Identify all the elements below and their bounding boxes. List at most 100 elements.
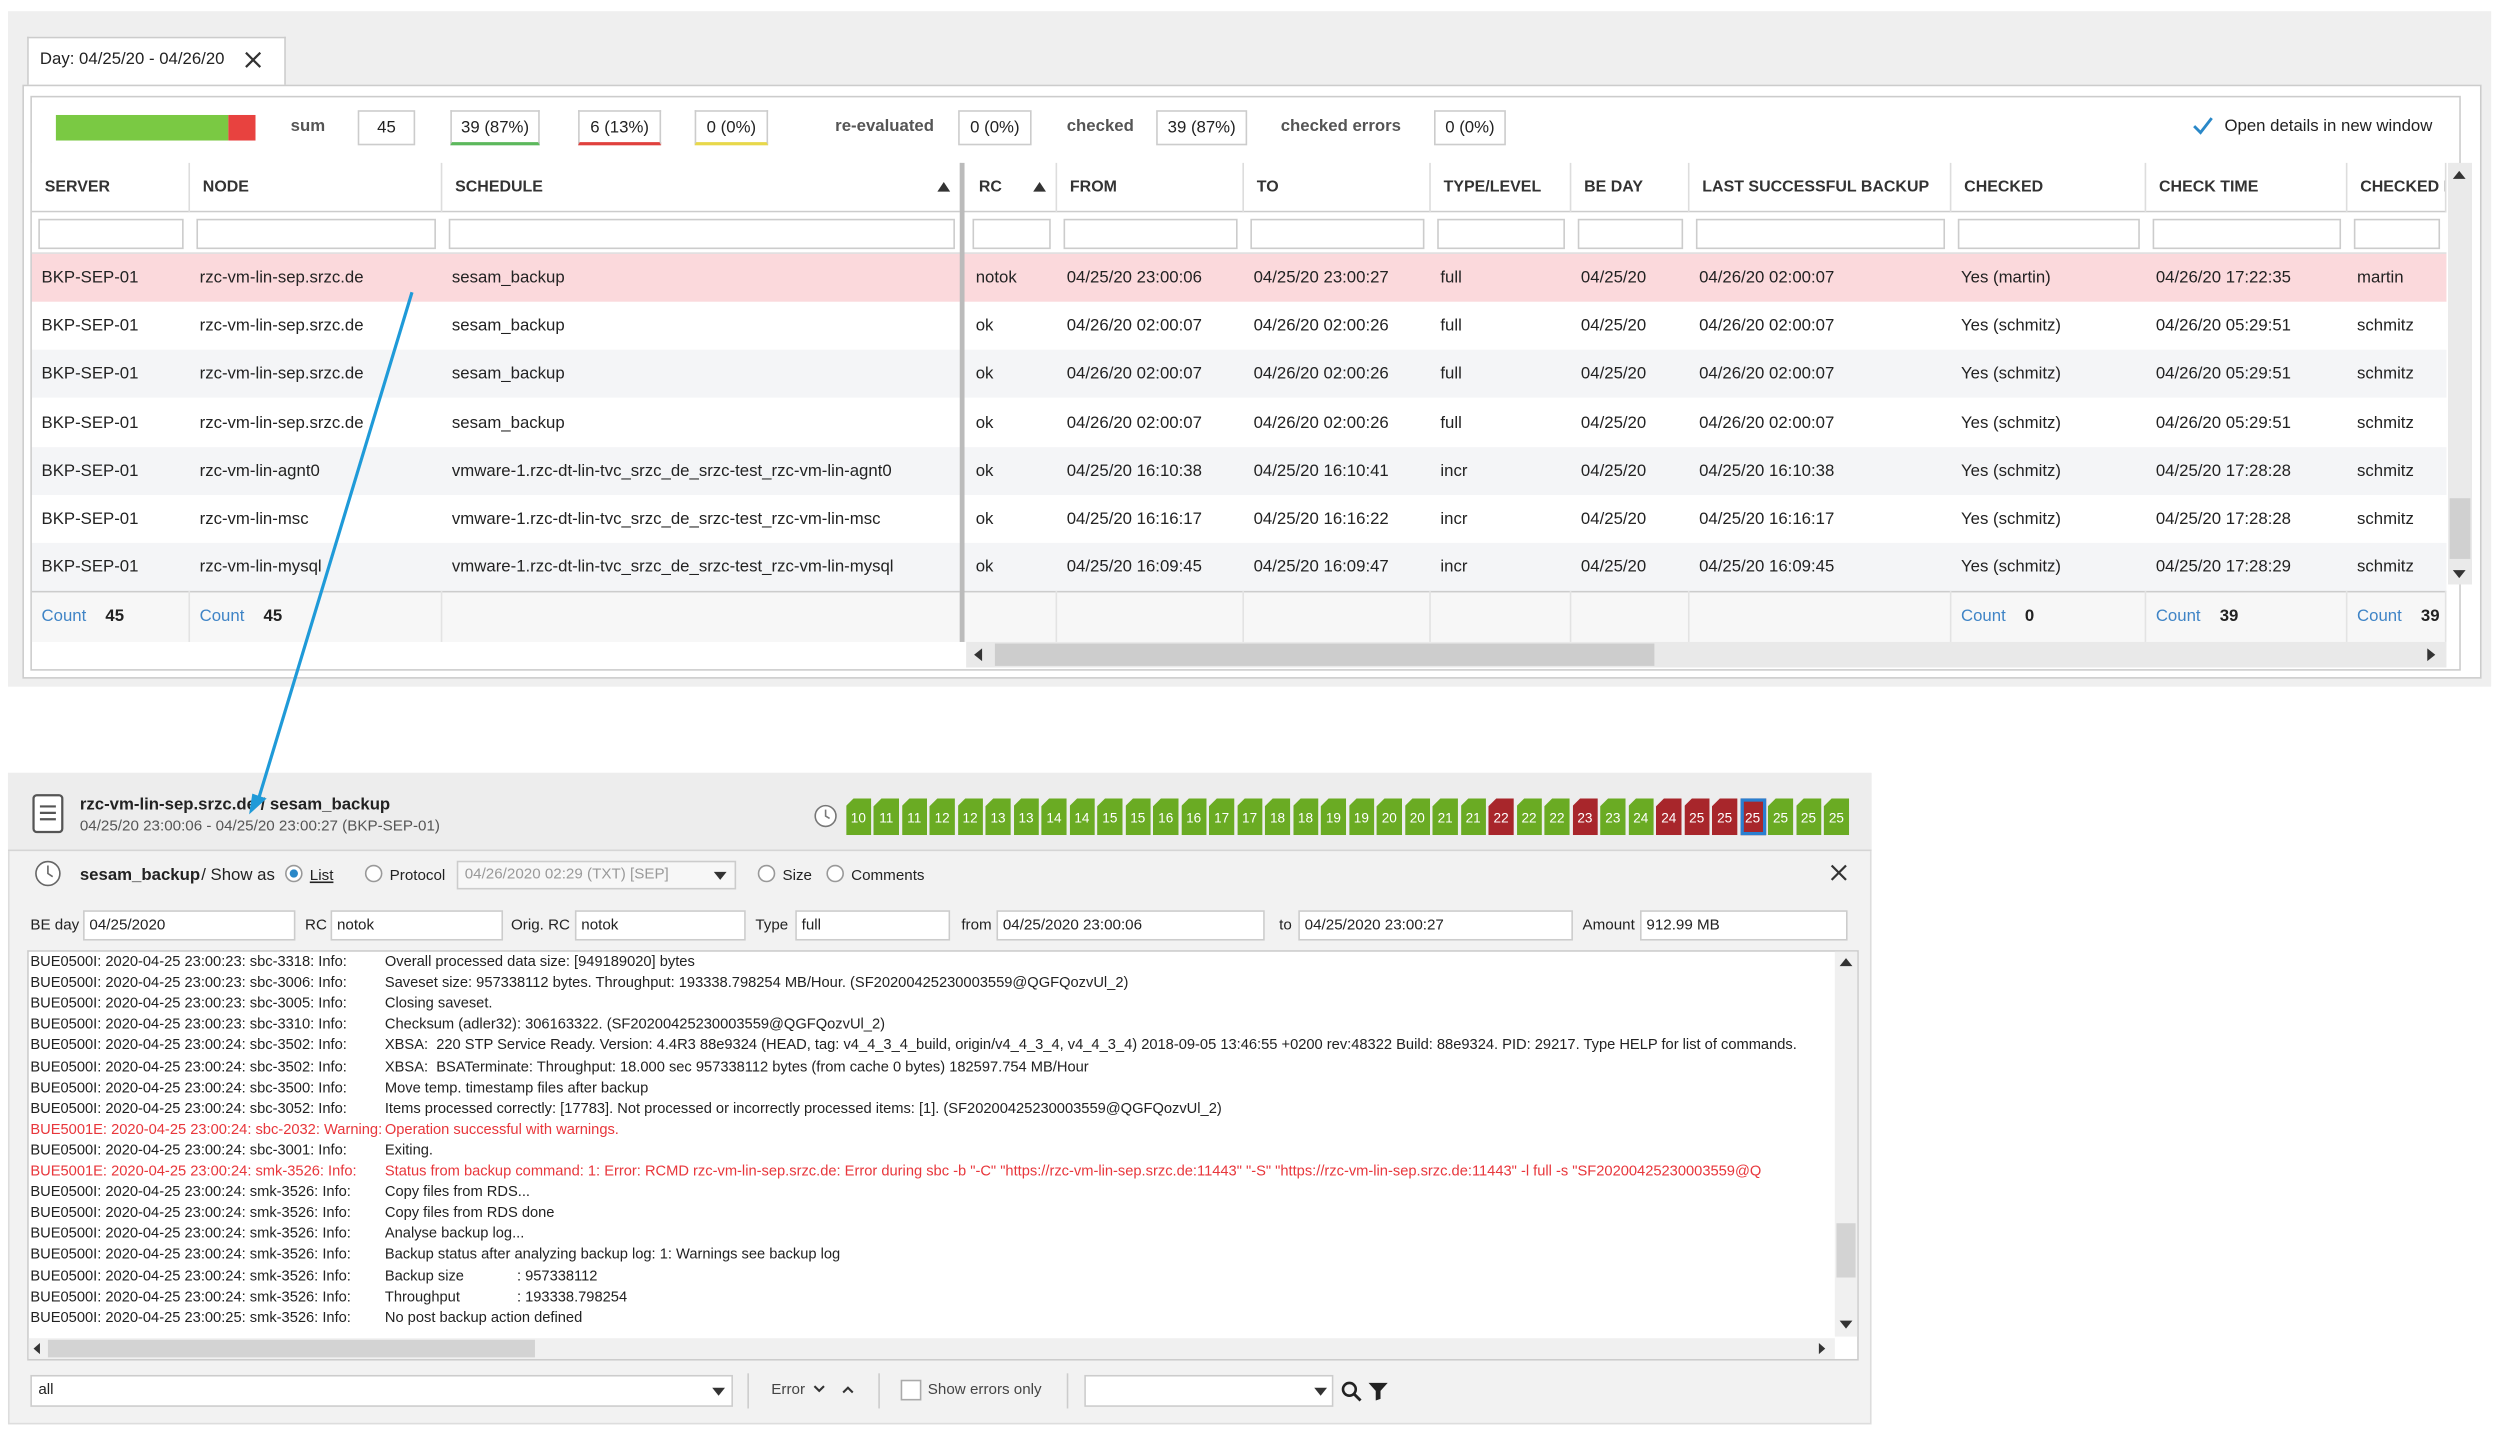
day-button[interactable]: 21 [1460, 798, 1486, 835]
day-button[interactable]: 23 [1600, 798, 1626, 835]
day-button[interactable]: 25 [1824, 798, 1850, 835]
filter-input[interactable] [2153, 219, 2341, 249]
filter-input[interactable] [449, 219, 955, 249]
day-button[interactable]: 13 [1013, 798, 1039, 835]
search-icon-svg [1340, 1380, 1362, 1402]
day-button[interactable]: 19 [1321, 798, 1347, 835]
day-button[interactable]: 19 [1349, 798, 1375, 835]
filter-input[interactable] [196, 219, 436, 249]
log-prefix: BUE0500I: 2020-04-25 23:00:24: smk-3526:… [30, 1183, 351, 1199]
history-icon-svg [813, 803, 839, 829]
column-header[interactable]: CHECK TIME [2146, 163, 2347, 213]
filter-input[interactable] [1064, 219, 1238, 249]
log-message: Status from backup command: 1: Error: RC… [385, 1163, 1761, 1179]
day-button[interactable]: 25 [1684, 798, 1710, 835]
day-button[interactable]: 20 [1404, 798, 1430, 835]
errors-only-checkbox[interactable] [901, 1380, 922, 1401]
day-button[interactable]: 24 [1656, 798, 1682, 835]
view-option-label: Size [782, 867, 812, 885]
column-header[interactable]: CHECKED [1951, 163, 2146, 213]
search-icon[interactable] [1340, 1380, 1362, 1402]
log-scroll-right[interactable] [1814, 1340, 1830, 1358]
day-button[interactable]: 12 [957, 798, 983, 835]
day-button[interactable]: 15 [1097, 798, 1123, 835]
table-cell: 04/25/20 16:16:17 [1057, 495, 1244, 543]
day-button[interactable]: 14 [1069, 798, 1095, 835]
filter-select[interactable]: all [30, 1375, 733, 1407]
column-header[interactable]: CHECKED BY [2347, 163, 2446, 213]
log-scroll-left[interactable] [29, 1340, 45, 1358]
field-label: RC [305, 917, 327, 935]
log-prefix: BUE0500I: 2020-04-25 23:00:24: sbc-3001:… [30, 1142, 346, 1158]
day-button[interactable]: 20 [1377, 798, 1403, 835]
filter-input[interactable] [2354, 219, 2440, 249]
day-button[interactable]: 14 [1041, 798, 1067, 835]
search-select[interactable] [1084, 1375, 1333, 1407]
day-button[interactable]: 18 [1265, 798, 1291, 835]
filter-input[interactable] [1250, 219, 1424, 249]
column-header[interactable]: FROM [1057, 163, 1244, 213]
day-button[interactable]: 17 [1237, 798, 1263, 835]
log-scroll-up[interactable] [1836, 953, 1855, 969]
column-header[interactable]: SCHEDULE [442, 163, 961, 213]
day-button[interactable]: 18 [1293, 798, 1319, 835]
tab-close[interactable] [243, 50, 264, 71]
day-button[interactable]: 25 [1796, 798, 1822, 835]
day-button[interactable]: 22 [1544, 798, 1570, 835]
day-button[interactable]: 25 [1740, 798, 1766, 835]
day-button[interactable]: 11 [901, 798, 927, 835]
view-option-radio[interactable] [757, 864, 776, 883]
day-button[interactable]: 17 [1209, 798, 1235, 835]
protocol-select[interactable]: 04/26/2020 02:29 (TXT) [SEP] [457, 861, 736, 890]
day-button[interactable]: 16 [1181, 798, 1207, 835]
view-option-radio[interactable] [284, 864, 303, 883]
day-button[interactable]: 25 [1768, 798, 1794, 835]
filter-input[interactable] [1578, 219, 1683, 249]
h-scroll-left[interactable] [969, 645, 988, 664]
summary-box: 0 (0%) [1434, 110, 1506, 145]
filter-input[interactable] [1958, 219, 2140, 249]
v-scroll-up[interactable] [2450, 166, 2469, 182]
level-arrows[interactable] [811, 1380, 859, 1399]
column-header[interactable]: TO [1244, 163, 1431, 213]
separator [747, 1373, 749, 1408]
day-button[interactable]: 12 [929, 798, 955, 835]
column-header[interactable]: BE DAY [1571, 163, 1689, 213]
view-option-radio[interactable] [364, 864, 383, 883]
day-button[interactable]: 24 [1628, 798, 1654, 835]
v-scroll-down[interactable] [2450, 565, 2469, 581]
field-value: 912.99 MB [1640, 910, 1848, 940]
day-button[interactable]: 11 [874, 798, 900, 835]
filter-input[interactable] [38, 219, 183, 249]
detail-title: rzc-vm-lin-sep.srzc.de / sesam_backup [80, 795, 390, 814]
column-header[interactable]: TYPE/LEVEL [1431, 163, 1572, 213]
day-button[interactable]: 25 [1712, 798, 1738, 835]
day-button[interactable]: 15 [1125, 798, 1151, 835]
day-button[interactable]: 22 [1488, 798, 1514, 835]
day-button[interactable]: 23 [1572, 798, 1598, 835]
log-message: No post backup action defined [385, 1309, 582, 1325]
column-header[interactable]: LAST SUCCESSFUL BACKUP [1690, 163, 1952, 213]
column-header[interactable]: NODE [190, 163, 442, 213]
filter-icon[interactable] [1367, 1380, 1389, 1402]
day-button[interactable]: 13 [985, 798, 1011, 835]
filter-input[interactable] [1696, 219, 1945, 249]
day-button[interactable]: 16 [1153, 798, 1179, 835]
h-scroll-thumb [995, 644, 1655, 666]
filter-input[interactable] [1437, 219, 1565, 249]
v-scroll-up-svg [2450, 166, 2469, 182]
level-select[interactable]: Error [771, 1381, 805, 1399]
column-header[interactable]: SERVER [32, 163, 190, 213]
day-button[interactable]: 22 [1516, 798, 1542, 835]
detail-close[interactable] [1828, 862, 1849, 883]
day-button[interactable]: 10 [846, 798, 872, 835]
view-option-radio[interactable] [826, 864, 845, 883]
h-scroll-right[interactable] [2421, 645, 2440, 664]
day-button[interactable]: 21 [1432, 798, 1458, 835]
log-message: Throughput : 193338.798254 [385, 1288, 627, 1304]
filter-input[interactable] [973, 219, 1051, 249]
history-icon[interactable] [813, 803, 839, 829]
open-details-checkbox[interactable] [2189, 113, 2215, 139]
log-scroll-down[interactable] [1836, 1316, 1855, 1332]
footer-divider [1950, 591, 1952, 642]
